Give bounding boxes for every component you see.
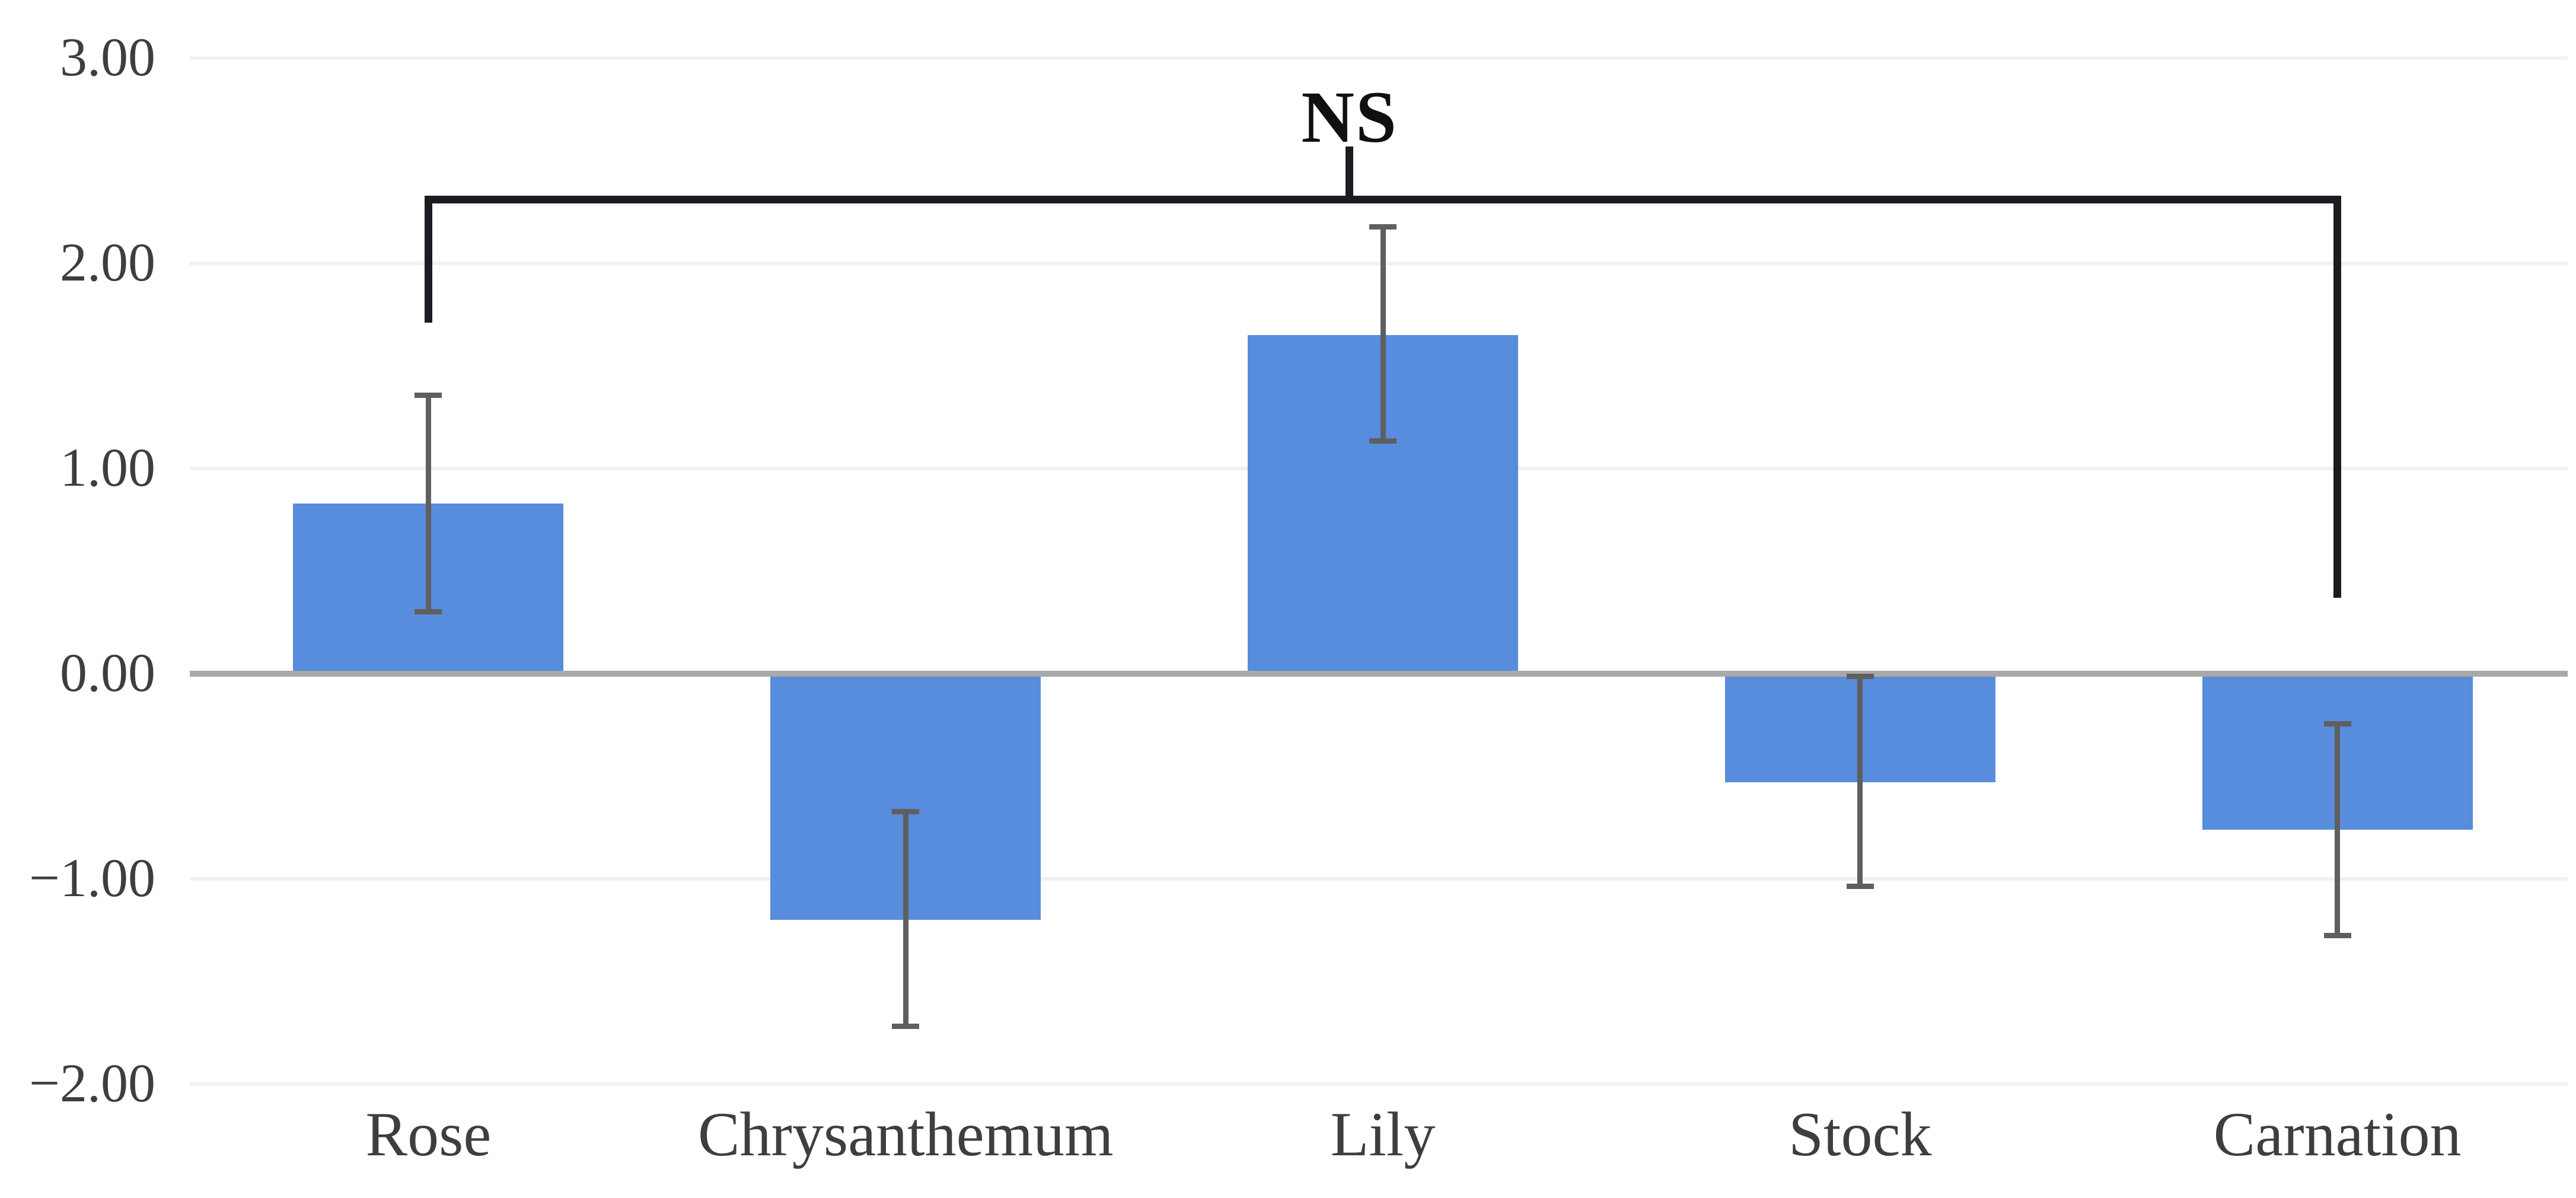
x-axis-label-carnation: Carnation bbox=[2213, 1100, 2462, 1169]
significance-bracket-bar bbox=[424, 195, 2342, 203]
x-axis-zero-line bbox=[190, 671, 2568, 677]
y-axis-tick-label: 3.00 bbox=[60, 26, 155, 87]
gridline bbox=[190, 877, 2568, 881]
error-bar-stock bbox=[1857, 674, 1863, 890]
error-bar-cap bbox=[2323, 721, 2351, 727]
error-bar-rose bbox=[425, 392, 431, 614]
error-bar-cap bbox=[1369, 224, 1397, 230]
gridline bbox=[190, 56, 2568, 60]
y-axis-tick-label: 1.00 bbox=[60, 436, 155, 498]
error-bar-cap bbox=[2323, 933, 2351, 939]
y-axis-tick-label: 0.00 bbox=[60, 642, 155, 703]
x-axis-label-rose: Rose bbox=[365, 1100, 492, 1169]
error-bar-cap bbox=[415, 392, 442, 398]
error-bar-cap bbox=[1846, 674, 1874, 679]
error-bar-lily bbox=[1380, 224, 1386, 444]
significance-bracket-left-arm bbox=[424, 195, 432, 323]
y-axis-tick-label: −1.00 bbox=[29, 847, 155, 908]
error-bar-cap bbox=[892, 1023, 920, 1029]
significance-label: NS bbox=[1301, 77, 1398, 158]
y-axis-tick-label: −2.00 bbox=[29, 1052, 155, 1113]
error-bar-cap bbox=[892, 809, 920, 815]
significance-bracket-label-tick bbox=[1346, 146, 1354, 203]
error-bar-cap bbox=[1846, 884, 1874, 890]
error-bar-cap bbox=[1369, 438, 1397, 444]
x-axis-label-chrysanthemum: Chrysanthemum bbox=[697, 1100, 1114, 1169]
error-bar-chrysanthemum bbox=[903, 809, 908, 1029]
x-axis-label-lily: Lily bbox=[1330, 1100, 1436, 1169]
y-axis-tick-label: 2.00 bbox=[60, 231, 155, 292]
gridline bbox=[190, 1082, 2568, 1086]
x-axis-label-stock: Stock bbox=[1788, 1100, 1932, 1169]
error-bar-carnation bbox=[2335, 721, 2341, 939]
significance-bracket-right-arm bbox=[2333, 195, 2342, 598]
gridline bbox=[190, 262, 2568, 265]
error-bar-cap bbox=[415, 608, 442, 614]
